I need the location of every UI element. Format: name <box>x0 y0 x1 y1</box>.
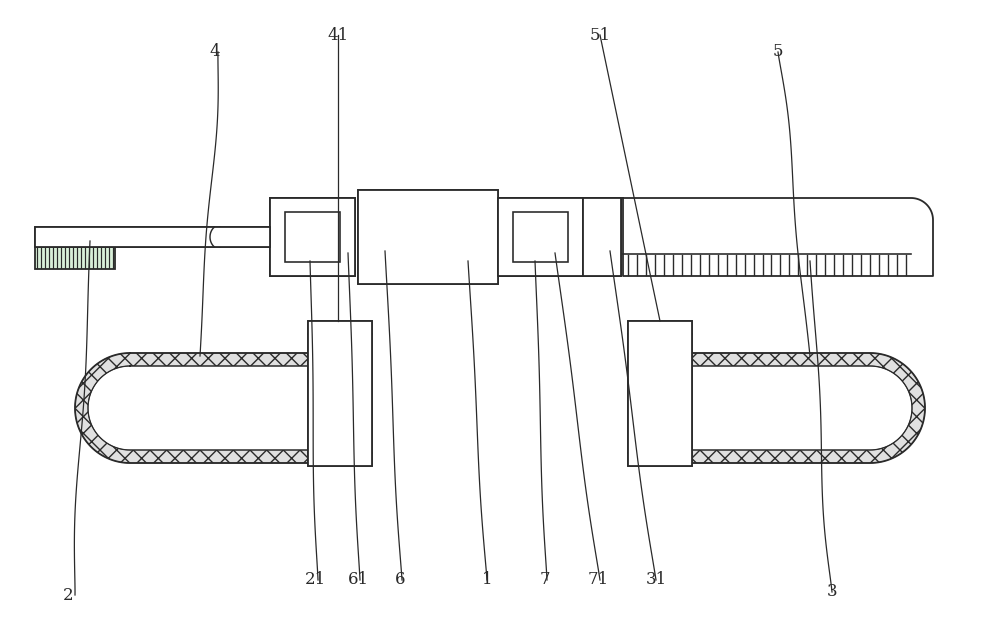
Bar <box>628 321 692 466</box>
Polygon shape <box>648 366 912 450</box>
Bar <box>308 321 372 334</box>
Bar <box>270 198 355 276</box>
Bar <box>308 334 372 453</box>
Bar <box>498 198 583 276</box>
Text: 41: 41 <box>327 27 349 43</box>
Bar <box>628 453 692 466</box>
Text: 1: 1 <box>482 571 492 589</box>
Bar <box>583 265 621 276</box>
Polygon shape <box>88 366 352 450</box>
Bar <box>308 321 372 466</box>
Bar <box>628 321 692 334</box>
Bar <box>35 227 270 247</box>
Text: 71: 71 <box>587 571 609 589</box>
Text: 61: 61 <box>347 571 369 589</box>
Text: 51: 51 <box>589 27 611 43</box>
Polygon shape <box>75 353 365 463</box>
Text: 6: 6 <box>395 571 405 589</box>
Bar <box>498 265 583 276</box>
Text: 5: 5 <box>773 43 783 60</box>
Bar <box>358 273 498 284</box>
Bar <box>498 198 583 276</box>
Polygon shape <box>623 198 933 276</box>
Polygon shape <box>635 353 925 463</box>
Text: 31: 31 <box>645 571 667 589</box>
Bar <box>285 212 340 262</box>
Text: 2: 2 <box>63 586 73 604</box>
Bar <box>513 212 568 262</box>
Bar <box>498 198 583 209</box>
Bar <box>270 198 355 276</box>
Bar <box>583 198 621 209</box>
Bar <box>270 265 355 276</box>
Text: 7: 7 <box>540 571 550 589</box>
Bar <box>35 227 220 247</box>
Bar <box>583 198 621 276</box>
Text: 21: 21 <box>304 571 326 589</box>
Bar <box>308 453 372 466</box>
Text: 4: 4 <box>210 43 220 60</box>
Bar <box>628 334 692 453</box>
Bar <box>358 201 498 273</box>
Text: 3: 3 <box>827 584 837 601</box>
Bar <box>270 198 355 209</box>
Bar <box>220 227 270 247</box>
Bar <box>358 190 498 284</box>
Bar <box>358 190 498 201</box>
Bar <box>35 247 115 269</box>
Bar <box>583 198 621 276</box>
